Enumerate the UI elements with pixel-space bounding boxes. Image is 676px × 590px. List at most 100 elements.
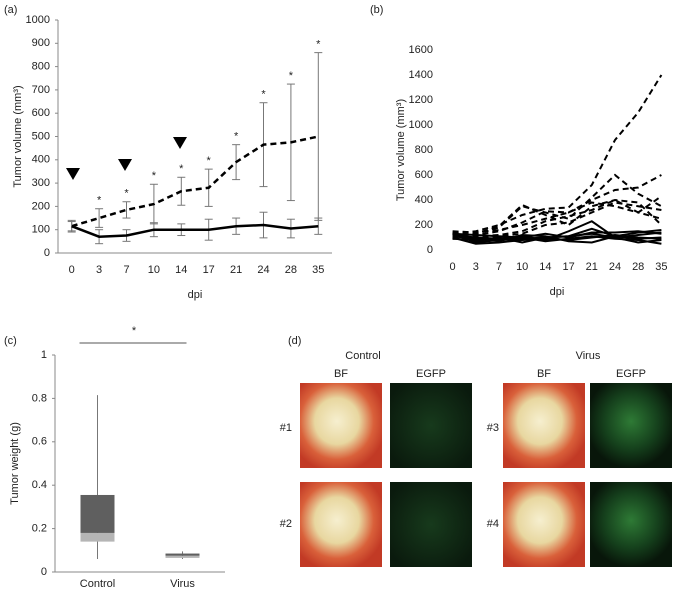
y-tick-label: 500 <box>32 130 50 142</box>
x-tick-label: 7 <box>123 264 129 276</box>
sample-label: #4 <box>487 518 499 530</box>
y-tick-label: 800 <box>415 144 433 156</box>
image-grid <box>300 383 672 567</box>
significance-star: * <box>179 163 184 175</box>
x-tick-label: 24 <box>609 261 621 273</box>
x-tick-label: Control <box>80 578 115 590</box>
y-tick-label: 400 <box>32 154 50 166</box>
significance-star: * <box>124 188 129 200</box>
y-tick-label: 400 <box>415 194 433 206</box>
channel-label: EGFP <box>416 368 446 380</box>
sample-label: #3 <box>487 422 499 434</box>
line-series <box>452 74 663 235</box>
x-tick-label: 0 <box>450 261 456 273</box>
marker-triangle <box>118 159 132 171</box>
box-upper <box>80 494 115 533</box>
significance-star: * <box>207 155 212 167</box>
y-tick-label: 0.2 <box>32 523 47 535</box>
photo-bf <box>503 482 585 567</box>
box-lower <box>165 555 200 558</box>
photo-egfp <box>390 482 472 567</box>
y-tick-label: 0.4 <box>32 479 47 491</box>
significance-star: * <box>234 131 239 143</box>
group-label: Virus <box>576 350 601 362</box>
x-tick-label: 35 <box>655 261 667 273</box>
line-series <box>452 235 662 245</box>
x-tick-label: 21 <box>586 261 598 273</box>
x-tick-label: 10 <box>516 261 528 273</box>
y-tick-label: 700 <box>32 84 50 96</box>
y-tick-label: 1400 <box>409 69 433 81</box>
line-series <box>452 201 662 240</box>
box-lower <box>80 532 115 542</box>
significance-star: * <box>132 325 137 337</box>
line-series <box>452 195 662 234</box>
line-series <box>452 198 663 238</box>
panel-label: (b) <box>370 4 383 16</box>
line-series <box>71 223 319 238</box>
x-tick-label: 21 <box>230 264 242 276</box>
photo-bf <box>300 482 382 567</box>
y-tick-label: 300 <box>32 177 50 189</box>
photo-egfp <box>590 383 672 468</box>
photo-egfp <box>390 383 472 468</box>
y-axis-label: Tumor volume (mm³) <box>395 99 407 201</box>
panel-label: (a) <box>4 4 17 16</box>
x-tick-label: 7 <box>496 261 502 273</box>
y-tick-label: 0 <box>427 244 433 256</box>
significance-star: * <box>316 39 321 51</box>
channel-label: BF <box>334 368 348 380</box>
photo-bf <box>300 383 382 468</box>
box-upper <box>165 553 200 556</box>
channel-label: EGFP <box>616 368 646 380</box>
x-tick-label: 10 <box>148 264 160 276</box>
x-tick-label: 0 <box>69 264 75 276</box>
x-tick-label: 35 <box>312 264 324 276</box>
y-axis-label: Tumor volume (mm³) <box>12 85 24 187</box>
significance-star: * <box>97 195 102 207</box>
y-tick-label: 800 <box>32 61 50 73</box>
line-series <box>452 230 662 239</box>
y-tick-label: 1600 <box>409 44 433 56</box>
x-tick-label: 14 <box>175 264 187 276</box>
x-axis-label: dpi <box>550 286 565 298</box>
line-series <box>452 174 662 237</box>
significance-star: * <box>152 170 157 182</box>
y-tick-label: 1000 <box>26 14 50 26</box>
x-tick-label: 14 <box>539 261 551 273</box>
x-tick-label: 3 <box>473 261 479 273</box>
y-tick-label: 900 <box>32 37 50 49</box>
x-tick-label: 28 <box>632 261 644 273</box>
y-tick-label: 1200 <box>409 94 433 106</box>
y-tick-label: 0 <box>44 247 50 259</box>
significance-star: * <box>289 70 294 82</box>
y-tick-label: 0.8 <box>32 392 47 404</box>
x-tick-label: 17 <box>203 264 215 276</box>
photo-egfp <box>590 482 672 567</box>
channel-label: BF <box>537 368 551 380</box>
marker-triangle <box>173 137 187 149</box>
y-tick-label: 0.6 <box>32 436 47 448</box>
x-tick-label: 3 <box>96 264 102 276</box>
marker-triangle <box>66 168 80 180</box>
y-tick-label: 600 <box>415 169 433 181</box>
panel-label: (d) <box>288 335 301 347</box>
x-tick-label: 28 <box>285 264 297 276</box>
x-tick-label: Virus <box>170 578 195 590</box>
x-tick-label: 17 <box>562 261 574 273</box>
x-axis-label: dpi <box>188 289 203 301</box>
y-tick-label: 600 <box>32 107 50 119</box>
group-label: Control <box>345 350 380 362</box>
y-tick-label: 1 <box>41 349 47 361</box>
photo-bf <box>503 383 585 468</box>
sample-label: #1 <box>280 422 292 434</box>
x-tick-label: 24 <box>257 264 269 276</box>
y-axis-label: Tumor weight (g) <box>9 422 21 505</box>
significance-star: * <box>261 89 266 101</box>
panel-label: (c) <box>4 335 17 347</box>
line-series <box>71 135 319 228</box>
y-tick-label: 200 <box>415 219 433 231</box>
sample-label: #2 <box>280 518 292 530</box>
